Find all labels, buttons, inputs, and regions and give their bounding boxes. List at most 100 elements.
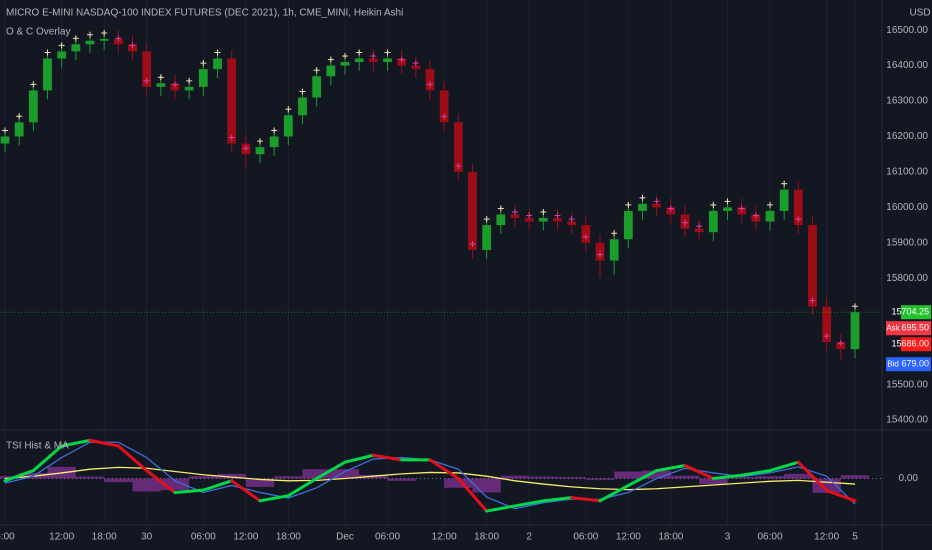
candle-body xyxy=(298,97,307,116)
x-tick-label: 18:00 xyxy=(474,532,499,543)
candle-body xyxy=(326,65,336,77)
tsi-segment xyxy=(201,479,234,492)
tsi-segment xyxy=(173,488,205,494)
candle-body xyxy=(283,115,293,137)
y-tick-label: 16100.00 xyxy=(886,167,928,178)
y-tick-label: 15900.00 xyxy=(886,237,928,248)
tsi-segment xyxy=(626,469,659,487)
y-tick-label: 16000.00 xyxy=(886,202,928,213)
tsi-segment xyxy=(541,496,574,503)
candle-body xyxy=(694,228,704,233)
y-tick-label: 15800.00 xyxy=(886,273,928,284)
histogram-bar xyxy=(472,478,501,493)
histogram-bar xyxy=(245,478,275,487)
price-label-box xyxy=(901,321,931,336)
price-label-box xyxy=(901,305,931,320)
price-label: 15686.00 xyxy=(891,339,929,349)
histogram-bar xyxy=(160,478,190,491)
histogram-bar xyxy=(189,476,218,479)
candle-body xyxy=(524,218,534,222)
tsi-segment xyxy=(456,477,489,513)
tsi-segment xyxy=(570,496,602,503)
y-tick-label: 16200.00 xyxy=(886,131,928,142)
tsi-segment xyxy=(740,469,772,477)
histogram-bar xyxy=(500,475,530,479)
candle-body xyxy=(99,38,109,41)
candle-body xyxy=(156,83,166,87)
x-tick-label: 2 xyxy=(526,532,532,543)
indicator-line xyxy=(4,466,856,491)
x-tick-label: 3 xyxy=(725,532,731,543)
x-tick-label: 5 xyxy=(852,532,858,543)
histogram-bar xyxy=(0,476,20,479)
candle-body xyxy=(510,214,520,219)
histogram-bar xyxy=(642,470,671,479)
x-tick-label: 06:00 xyxy=(191,532,216,543)
x-tick-label: 12:00 xyxy=(616,532,641,543)
candle-body xyxy=(439,90,449,123)
histogram-bar xyxy=(614,471,643,479)
x-tick-label: Dec xyxy=(336,532,354,543)
tsi-segment xyxy=(258,494,290,503)
histogram-bar xyxy=(670,475,700,479)
tsi-segment xyxy=(513,499,545,508)
candle-body xyxy=(808,225,817,307)
x-tick-label: 06:00 xyxy=(757,532,782,543)
overlay-label: O & C Overlay xyxy=(6,27,70,38)
y-tick-label: 15400.00 xyxy=(886,415,928,426)
y-tick-label: 16400.00 xyxy=(886,60,928,71)
x-tick-label: 12:00 xyxy=(49,532,74,543)
x-tick-label: 18:00 xyxy=(658,532,683,543)
tsi-segment xyxy=(145,469,177,494)
candle-body xyxy=(113,38,123,45)
histogram-bar xyxy=(557,477,586,479)
tsi-segment xyxy=(116,444,149,473)
candle-body xyxy=(142,51,152,87)
y-tick-label: 16300.00 xyxy=(886,96,928,107)
candle-body xyxy=(609,239,619,261)
candle-body xyxy=(567,221,577,226)
histogram-bar xyxy=(444,478,473,488)
candle-body xyxy=(383,58,392,63)
candle-body xyxy=(340,62,350,66)
x-tick-label: 06:00 xyxy=(375,532,400,543)
price-label: 15695.50 xyxy=(891,323,929,333)
histogram-bar xyxy=(132,478,161,492)
tsi-segment xyxy=(88,438,120,448)
candle-body xyxy=(57,51,67,59)
histogram-bar xyxy=(755,476,785,479)
marks xyxy=(0,29,882,513)
histogram-bar xyxy=(699,478,728,485)
candle-body xyxy=(425,69,435,91)
price-label-box xyxy=(901,337,931,352)
histogram-bar xyxy=(387,478,416,481)
candle-body xyxy=(14,122,24,137)
tsi-segment xyxy=(655,463,687,473)
x-tick-label: 6:00 xyxy=(0,532,15,543)
tsi-segment xyxy=(230,479,262,503)
candle-body xyxy=(255,147,265,155)
tsi-segment xyxy=(598,483,630,503)
candle-body xyxy=(850,312,860,350)
tsi-segment xyxy=(31,444,64,473)
x-tick-label: 18:00 xyxy=(276,532,301,543)
indicator-label: TSI Hist & MA xyxy=(6,441,69,452)
candle-body xyxy=(354,58,364,63)
candle-body xyxy=(213,58,222,70)
candle-body xyxy=(0,136,10,144)
histogram-bar xyxy=(840,475,870,479)
histogram-bar xyxy=(784,473,813,479)
tsi-segment xyxy=(825,489,857,503)
price-label: 15704.25 xyxy=(891,307,929,317)
candle-body xyxy=(723,207,732,211)
candle-body xyxy=(538,218,548,222)
candle-body xyxy=(482,225,492,250)
histogram-bar xyxy=(727,477,756,479)
x-tick-label: 12:00 xyxy=(432,532,457,543)
candle-body xyxy=(184,86,194,91)
candle-body xyxy=(496,214,506,226)
tsi-segment xyxy=(683,463,715,480)
histogram-bar xyxy=(75,476,105,479)
